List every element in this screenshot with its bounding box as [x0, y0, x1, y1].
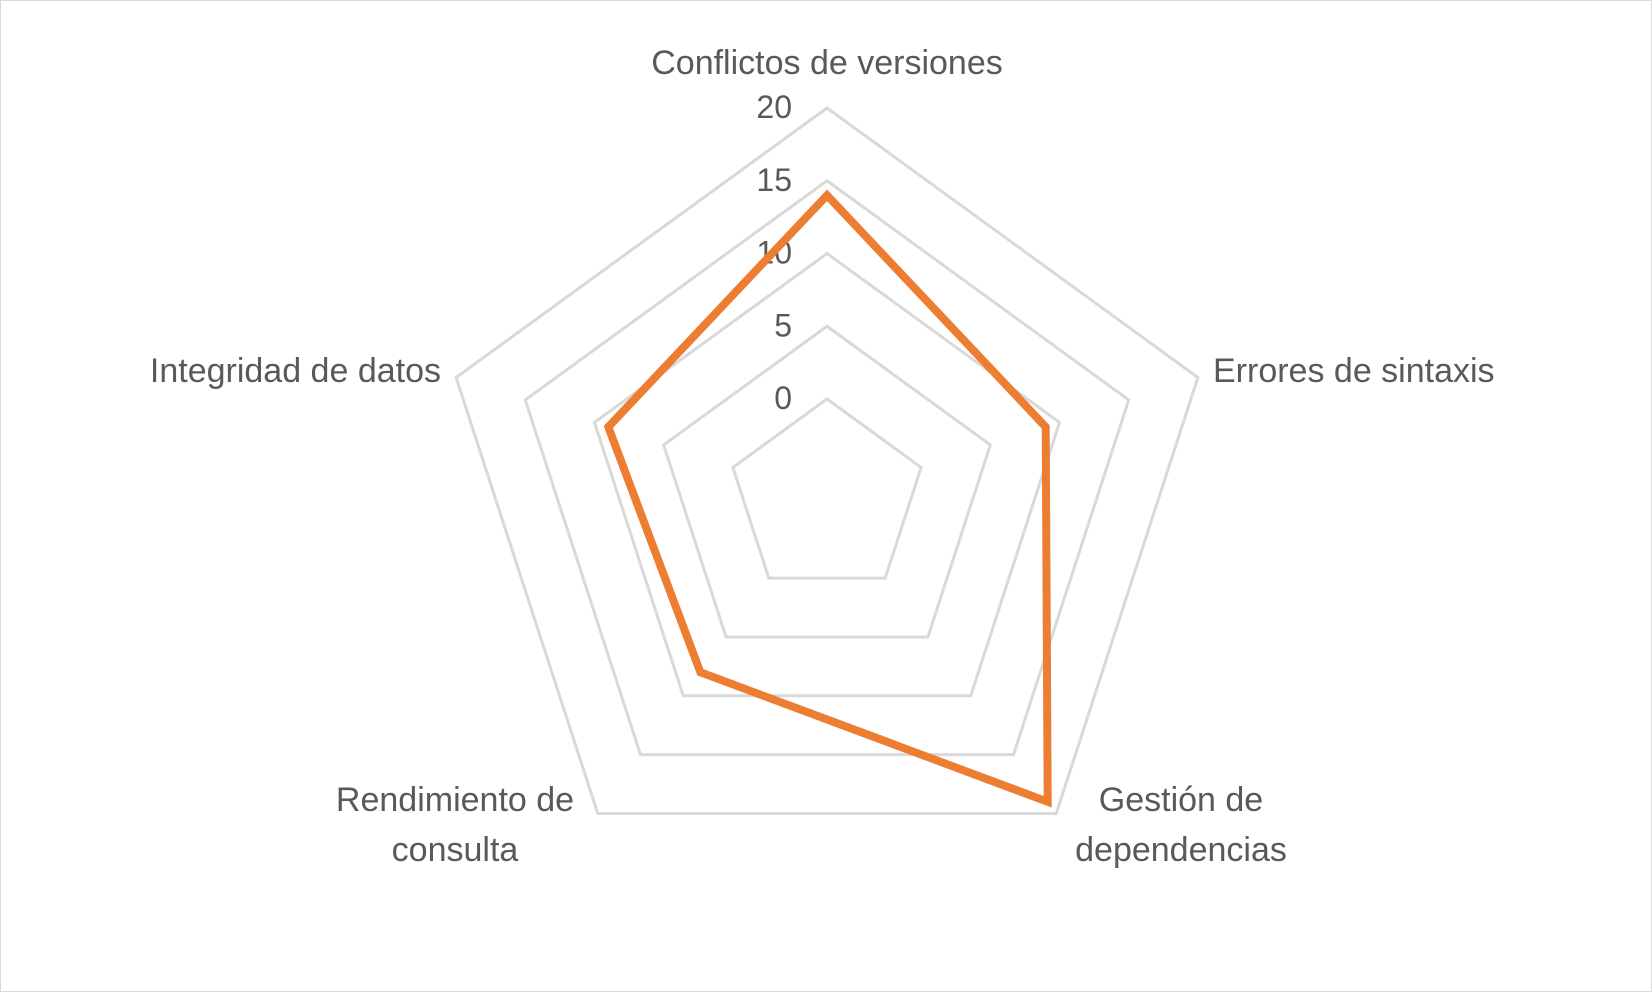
tick-label-15: 15: [756, 162, 792, 198]
grid-ring-0: [731, 397, 923, 580]
category-label-2: Gestión de dependencias: [1075, 781, 1287, 869]
series-line-0: [603, 189, 1052, 808]
category-label-3: Rendimiento de consulta: [336, 781, 574, 869]
tick-label-5: 5: [774, 307, 792, 343]
tick-label-20: 20: [756, 89, 792, 125]
tick-label-0: 0: [774, 380, 792, 416]
grid-ring-20: [454, 106, 1200, 816]
category-label-4: Integridad de datos: [150, 352, 441, 390]
grid-ring-10: [592, 251, 1062, 698]
grid-ring-15: [523, 178, 1131, 757]
category-label-1: Errores de sintaxis: [1213, 352, 1495, 390]
grid-ring-5: [661, 324, 993, 639]
category-label-0: Conflictos de versiones: [651, 44, 1003, 82]
